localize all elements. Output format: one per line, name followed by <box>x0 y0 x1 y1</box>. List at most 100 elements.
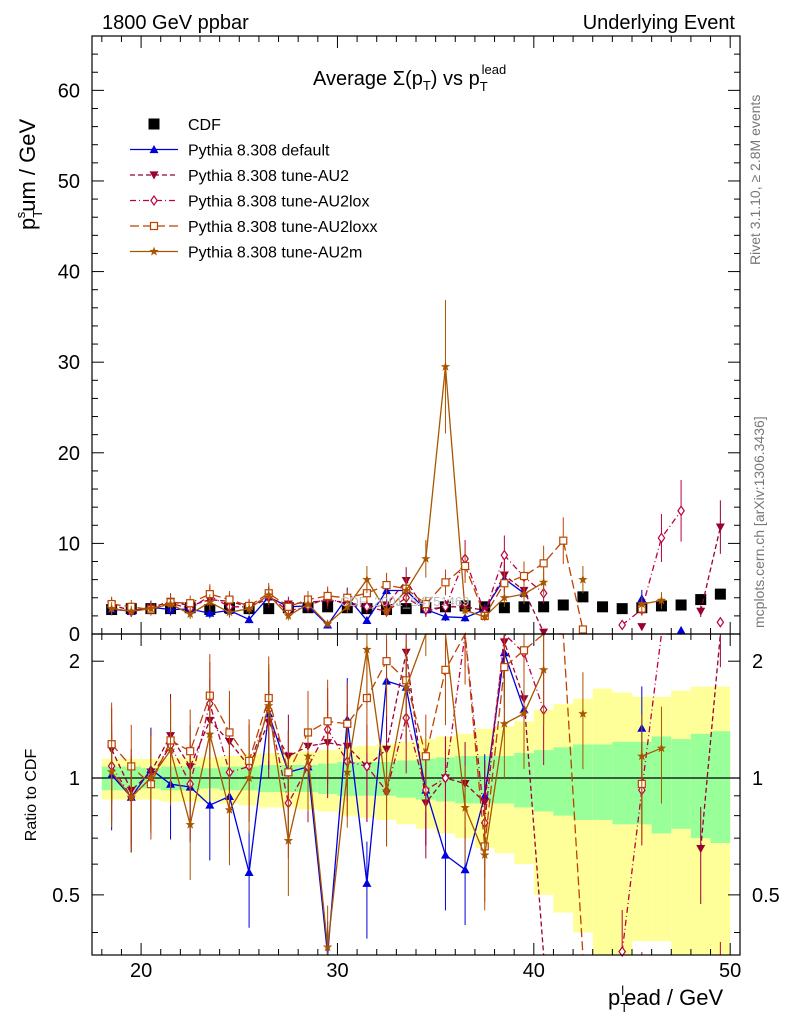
ratio-point-pythia-8-308-tune-au2lox <box>618 946 627 958</box>
data-point-pythia-8-308-tune-au2lox <box>441 601 450 613</box>
ratio-point-pythia-8-308-tune-au2m <box>224 805 235 814</box>
ratio-stat-band <box>553 747 574 816</box>
data-point-pythia-8-308-tune-au2m <box>421 553 431 563</box>
ratio-line-pythia-8-308-tune-au2 <box>111 641 545 956</box>
data-point-pythia-8-308-tune-au2m <box>637 599 647 609</box>
data-point-pythia-8-308-tune-au2m <box>264 590 274 599</box>
data-point-pythia-8-308-tune-au2lox <box>716 616 725 628</box>
legend-marker-pythia-8-308-tune-au2loxx <box>149 221 159 231</box>
legend-label-pythia-8-308-tune-au2m: Pythia 8.308 tune-AU2m <box>188 245 362 262</box>
ratio-stat-band <box>671 739 691 829</box>
ratio-point-pythia-8-308-tune-au2lox <box>441 772 450 784</box>
data-point-pythia-8-308-default <box>244 615 254 624</box>
data-point-pythia-8-308-tune-au2loxx <box>578 625 588 634</box>
data-point-pythia-8-308-tune-au2lox <box>677 505 685 517</box>
data-point-pythia-8-308-tune-au2m <box>322 619 333 628</box>
data-point-pythia-8-308-tune-au2loxx <box>225 595 234 604</box>
x-tick-label: 20 <box>130 960 152 982</box>
legend-label-pythia-8-308-default: Pythia 8.308 default <box>188 143 330 160</box>
y-tick-label: 20 <box>58 443 80 465</box>
ratio-y-tick-label: 0.5 <box>52 885 80 907</box>
ratio-point-pythia-8-308-tune-au2m <box>165 745 176 755</box>
ratio-point-pythia-8-308-tune-au2m <box>499 718 510 728</box>
mcplots-label: mcplots.cern.ch [arXiv:1306.3436] <box>751 416 767 628</box>
data-point-pythia-8-308-tune-au2m <box>519 589 529 599</box>
data-point-pythia-8-308-tune-au2 <box>637 623 647 632</box>
ratio-y-tick-label-right: 2 <box>752 651 763 673</box>
legend-label-cdf: CDF <box>188 117 221 134</box>
ratio-stat-band <box>710 731 731 844</box>
chart-title: Average Σ(pT) vs pTlead <box>313 62 506 94</box>
data-point-pythia-8-308-tune-au2 <box>539 628 549 637</box>
data-point-pythia-8-308-tune-au2m <box>165 599 176 609</box>
data-point-cdf <box>263 603 275 615</box>
ratio-point-pythia-8-308-tune-au2m <box>381 786 392 795</box>
ratio-point-pythia-8-308-default <box>205 800 215 809</box>
ratio-point-pythia-8-308-tune-au2m <box>519 708 529 718</box>
data-point-pythia-8-308-tune-au2m <box>578 574 588 584</box>
legend-label-pythia-8-308-tune-au2loxx: Pythia 8.308 tune-AU2loxx <box>188 219 377 236</box>
data-point-cdf <box>577 591 589 603</box>
data-point-pythia-8-308-tune-au2loxx <box>323 591 332 601</box>
data-point-pythia-8-308-tune-au2m <box>146 603 156 613</box>
data-point-pythia-8-308-tune-au2loxx <box>500 579 509 588</box>
y-axis-label: pTsum / GeV <box>13 119 45 230</box>
data-point-pythia-8-308-tune-au2m <box>244 603 254 613</box>
ratio-point-pythia-8-308-tune-au2loxx <box>382 657 391 666</box>
data-point-pythia-8-308-tune-au2lox <box>657 532 666 544</box>
ratio-y-tick-label: 1 <box>69 768 80 790</box>
ratio-y-tick-label: 2 <box>69 651 80 673</box>
data-point-pythia-8-308-default <box>676 625 686 634</box>
axis-ticks: 20 30 40 50 0 10 20 30 40 50 60 0.5 0.5 1 1 2 2 <box>52 35 780 982</box>
data-point-pythia-8-308-tune-au2loxx <box>382 580 391 590</box>
data-point-pythia-8-308-tune-au2loxx <box>460 561 470 571</box>
ratio-y-tick-label-right: 1 <box>752 768 763 790</box>
data-point-cdf <box>400 603 412 615</box>
data-point-pythia-8-308-default <box>362 615 372 625</box>
ratio-y-tick-label-right: 0.5 <box>752 885 780 907</box>
ratio-stat-band <box>494 755 515 804</box>
data-point-pythia-8-308-tune-au2 <box>382 601 392 610</box>
data-point-pythia-8-308-tune-au2lox <box>363 601 371 613</box>
ratio-point-pythia-8-308-tune-au2m <box>578 708 588 718</box>
y-tick-label: 10 <box>58 533 80 555</box>
ratio-point-pythia-8-308-tune-au2loxx <box>186 747 195 756</box>
ratio-point-pythia-8-308-tune-au2m <box>342 767 352 777</box>
x-axis-label: pTlead / GeV <box>608 983 723 1015</box>
data-point-pythia-8-308-tune-au2m <box>656 595 667 605</box>
data-point-pythia-8-308-tune-au2m <box>224 607 235 617</box>
data-point-pythia-8-308-tune-au2loxx <box>421 599 430 609</box>
data-point-pythia-8-308-tune-au2m <box>440 361 451 371</box>
data-point-pythia-8-308-tune-au2m <box>126 606 136 616</box>
data-point-pythia-8-308-tune-au2loxx <box>441 578 450 587</box>
data-point-pythia-8-308-tune-au2lox <box>618 619 627 631</box>
ratio-point-pythia-8-308-tune-au2m <box>185 819 195 829</box>
main-plot-series <box>106 299 726 637</box>
ratio-point-pythia-8-308-tune-au2loxx <box>500 663 509 672</box>
data-point-pythia-8-308-tune-au2m <box>362 574 372 584</box>
legend: CDF Pythia 8.308 default Pythia 8.308 tune… <box>130 117 377 262</box>
legend-label-pythia-8-308-tune-au2lox: Pythia 8.308 tune-AU2lox <box>188 194 369 211</box>
ratio-point-pythia-8-308-tune-au2m <box>146 773 156 782</box>
ratio-point-pythia-8-308-tune-au2m <box>244 773 254 782</box>
data-point-pythia-8-308-tune-au2lox <box>500 549 509 561</box>
ratio-point-pythia-8-308-tune-au2loxx <box>421 752 430 761</box>
data-point-pythia-8-308-tune-au2loxx <box>519 571 529 581</box>
ratio-total-band <box>592 688 613 955</box>
ratio-point-pythia-8-308-tune-au2loxx <box>284 768 293 777</box>
ratio-point-pythia-8-308-default <box>362 878 372 887</box>
ratio-stat-band <box>612 741 632 825</box>
ratio-point-pythia-8-308-tune-au2loxx <box>441 665 450 674</box>
ratio-point-pythia-8-308-tune-au2m <box>106 766 117 776</box>
data-point-cdf <box>597 601 609 613</box>
ratio-point-pythia-8-308-tune-au2m <box>637 751 647 761</box>
ratio-point-pythia-8-308-tune-au2m <box>126 792 136 802</box>
data-point-pythia-8-308-tune-au2m <box>303 599 313 609</box>
ratio-point-pythia-8-308-tune-au2m <box>322 942 333 952</box>
ratio-point-pythia-8-308-tune-au2lox <box>363 760 371 772</box>
data-point-pythia-8-308-tune-au2m <box>342 601 352 611</box>
data-point-pythia-8-308-tune-au2m <box>480 611 490 621</box>
legend-marker-pythia-8-308-default <box>149 145 159 154</box>
y-tick-label: 40 <box>58 262 80 284</box>
data-point-pythia-8-308-tune-au2loxx <box>284 602 293 611</box>
